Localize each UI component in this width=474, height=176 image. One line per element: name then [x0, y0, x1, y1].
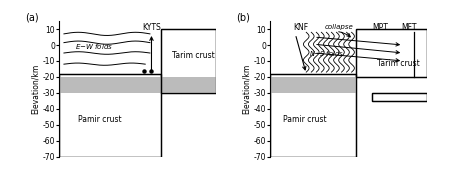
Bar [372, 93, 427, 101]
Text: (b): (b) [236, 13, 250, 23]
Text: Pamir crust: Pamir crust [283, 115, 327, 124]
Text: MFT: MFT [401, 23, 417, 32]
Bar [270, 74, 356, 157]
Bar [59, 74, 161, 157]
Y-axis label: Elevation/km: Elevation/km [242, 64, 251, 114]
Bar [161, 29, 216, 93]
Bar [270, 77, 356, 93]
Text: $E$−$W$ folds: $E$−$W$ folds [75, 42, 113, 51]
Text: MPT: MPT [372, 23, 388, 32]
Text: Tarim crust: Tarim crust [172, 51, 215, 60]
Bar [59, 74, 161, 157]
Text: (a): (a) [25, 13, 38, 23]
Text: collapse: collapse [325, 24, 354, 30]
Text: Pamir crust: Pamir crust [78, 115, 122, 124]
Bar [356, 29, 427, 77]
Bar [161, 77, 216, 93]
Text: KNF: KNF [294, 23, 309, 32]
Bar [59, 77, 161, 93]
Bar [161, 29, 216, 93]
Text: $N$−$S$ folds: $N$−$S$ folds [310, 49, 344, 58]
Text: Tarim crust: Tarim crust [376, 59, 419, 68]
Y-axis label: Elevation/km: Elevation/km [31, 64, 40, 114]
Bar [372, 93, 427, 101]
Text: KYTS: KYTS [142, 23, 161, 32]
Bar [356, 29, 427, 77]
Bar [270, 74, 356, 157]
